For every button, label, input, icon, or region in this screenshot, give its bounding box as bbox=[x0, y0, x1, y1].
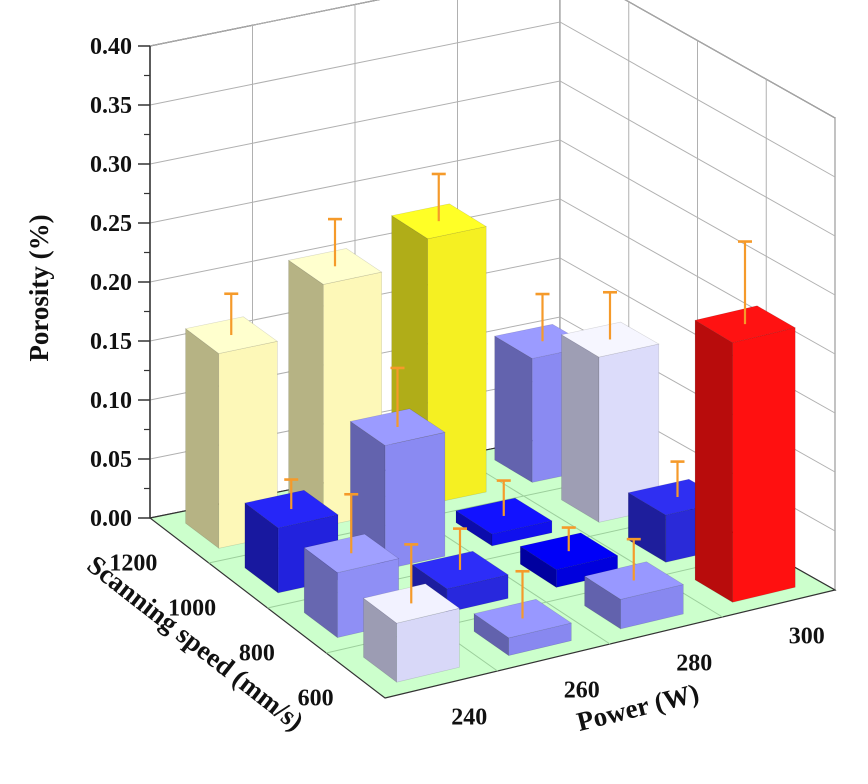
bar-top-face bbox=[303, 533, 400, 574]
z-tick-label-4: 0.20 bbox=[90, 270, 132, 296]
z-tick-label-0: 0.00 bbox=[90, 506, 132, 532]
z-tick-label-7: 0.35 bbox=[90, 93, 132, 119]
z-tick-label-8: 0.40 bbox=[90, 34, 132, 60]
chart-bars bbox=[184, 172, 797, 683]
wall-gridline-8 bbox=[149, 0, 836, 119]
y-category-label-1200: 1200 bbox=[109, 551, 157, 577]
bar-top-face bbox=[519, 532, 619, 571]
bar-top-face bbox=[473, 598, 573, 639]
bar-280W-600mms bbox=[583, 537, 685, 630]
bar-front-face bbox=[732, 327, 796, 603]
bar-left-face bbox=[494, 335, 533, 483]
bar-left-face bbox=[185, 327, 220, 549]
bar-top-face bbox=[287, 248, 383, 285]
x-category-label-240: 240 bbox=[451, 705, 487, 731]
z-tick-label-6: 0.30 bbox=[90, 152, 132, 178]
z-tick-label-2: 0.10 bbox=[90, 388, 132, 414]
bar-280W-800mms bbox=[519, 526, 619, 588]
bar-300W-1000mms bbox=[560, 290, 660, 523]
bar-top-face bbox=[184, 316, 279, 354]
bar-top-face bbox=[694, 305, 797, 344]
bar-240W-600mms bbox=[362, 543, 461, 683]
bar-top-face bbox=[560, 321, 660, 358]
z-tick-label-3: 0.15 bbox=[90, 329, 132, 355]
bar-260W-1200mms bbox=[287, 217, 383, 527]
y-category-label-1000: 1000 bbox=[168, 596, 216, 622]
bar-top-face bbox=[349, 408, 446, 446]
z-tick-label-5: 0.25 bbox=[90, 211, 132, 237]
bar-260W-600mms bbox=[473, 569, 573, 657]
bar-300W-600mms bbox=[694, 240, 797, 603]
bar-front-face bbox=[384, 431, 446, 570]
x-category-label-260: 260 bbox=[564, 678, 600, 704]
bar-left-face bbox=[288, 259, 324, 527]
y-category-label-600: 600 bbox=[298, 686, 334, 712]
bar-top-face bbox=[411, 550, 509, 590]
bar-top-face bbox=[455, 497, 553, 535]
bar-top-face bbox=[362, 583, 461, 624]
x-category-label-300: 300 bbox=[789, 624, 825, 650]
bar-240W-1200mms bbox=[184, 292, 279, 549]
bar-left-face bbox=[561, 334, 600, 523]
x-category-label-280: 280 bbox=[676, 651, 712, 677]
bar-260W-1000mms bbox=[349, 366, 446, 570]
bar-top-face bbox=[583, 561, 685, 600]
category-labels: 240 260 280 300 600 800 1000 1200 bbox=[109, 551, 824, 731]
bar-top-face bbox=[244, 489, 339, 529]
z-tick-label-1: 0.05 bbox=[90, 447, 132, 473]
z-axis-label: Porosity (%) bbox=[24, 214, 54, 361]
z-axis-ticks: 0.00 0.05 0.10 0.15 0.20 0.25 0.30 0.35 0.40 bbox=[90, 34, 151, 532]
bar-left-face bbox=[694, 319, 733, 603]
bar-280W-1000mms bbox=[455, 479, 553, 547]
y-category-label-800: 800 bbox=[239, 641, 275, 667]
bar-top-face bbox=[390, 203, 487, 240]
